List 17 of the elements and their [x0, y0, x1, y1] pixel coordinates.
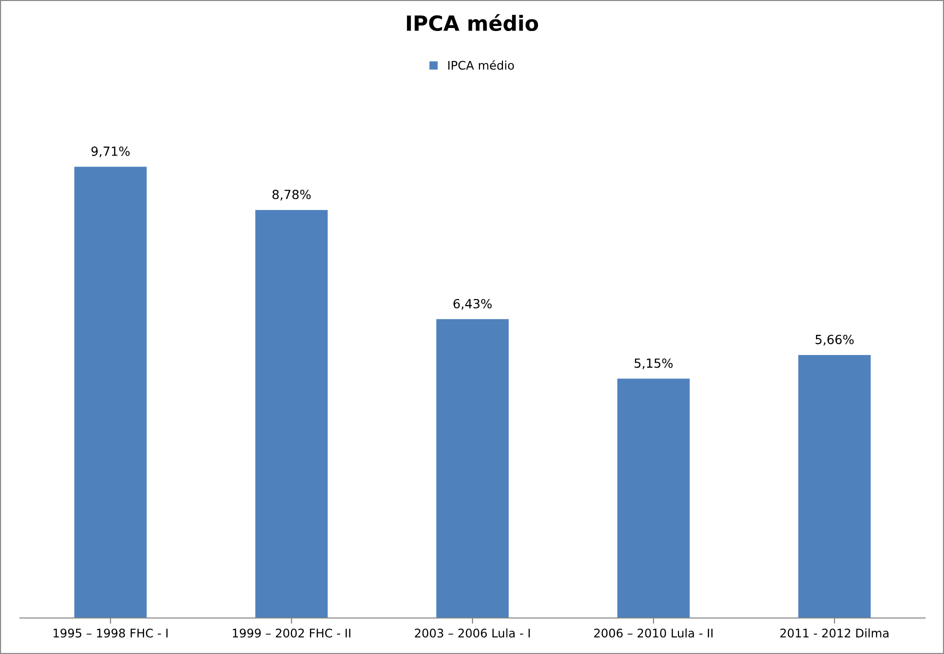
data-label: 5,15% — [634, 358, 673, 370]
x-tick-label: 1999 – 2002 FHC - II — [232, 628, 350, 638]
bar — [798, 354, 871, 618]
bar — [74, 166, 147, 618]
x-tick-label: 1995 – 1998 FHC - I — [54, 628, 168, 638]
x-tick-label: 2011 - 2012 Dilma — [780, 628, 888, 638]
x-tick-label: 2003 – 2006 Lula - I — [414, 628, 530, 638]
data-label: 6,43% — [454, 298, 492, 310]
data-label: 8,78% — [272, 190, 311, 200]
bar — [255, 210, 328, 618]
chart-title: IPCA médio — [406, 14, 538, 32]
data-label: 5,66% — [816, 334, 854, 346]
legend-label: IPCA médio — [448, 60, 514, 70]
x-tick-label: 2006 – 2010 Lula - II — [594, 628, 713, 638]
bar — [436, 319, 509, 618]
bar — [617, 378, 690, 618]
data-label: 9,71% — [91, 146, 130, 158]
